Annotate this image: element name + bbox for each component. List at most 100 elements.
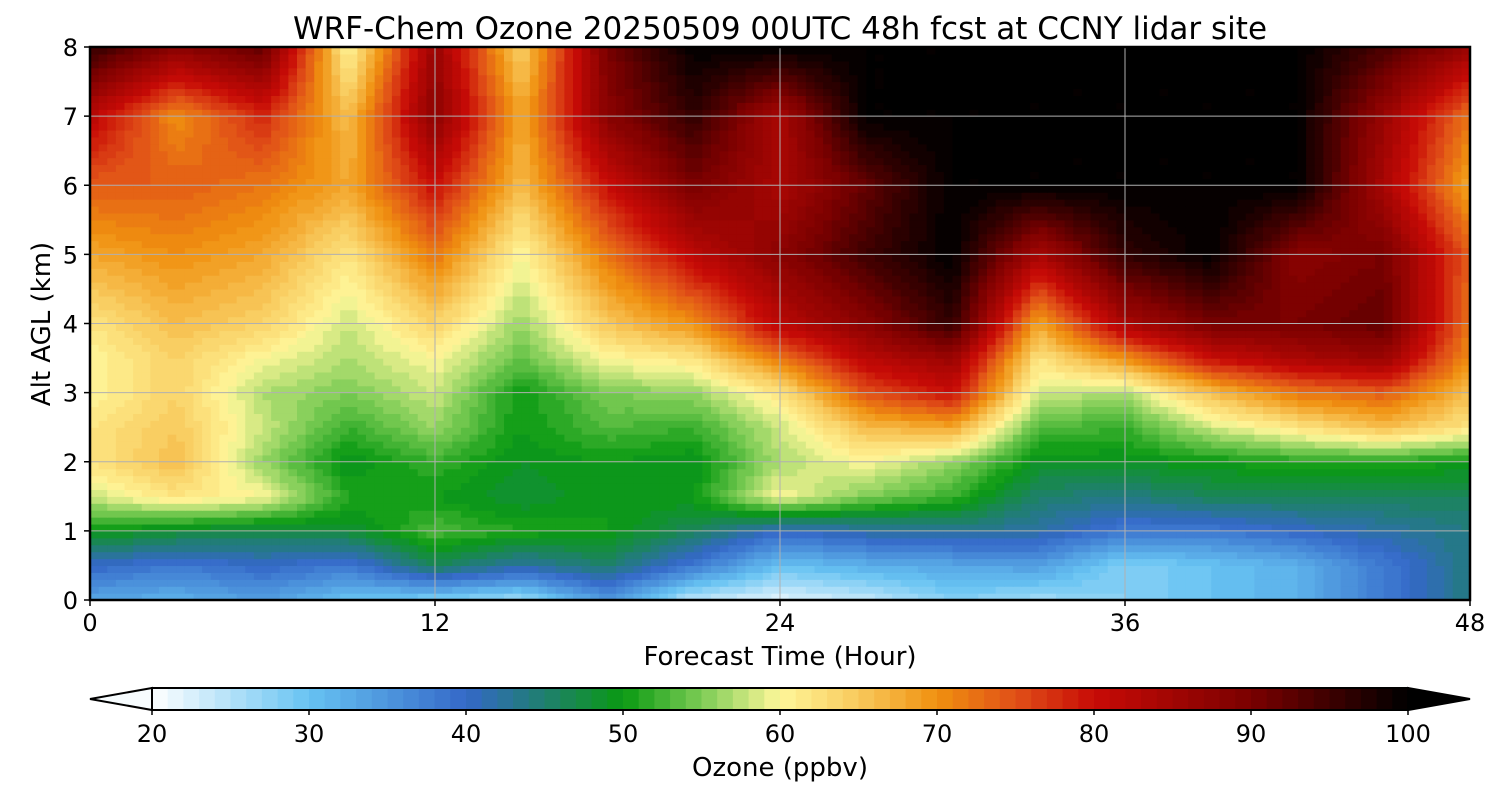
ozone-cell: [1047, 441, 1057, 449]
ozone-cell: [228, 489, 238, 497]
ozone-cell: [486, 579, 496, 587]
ozone-cell: [1254, 406, 1264, 414]
ozone-cell: [1081, 537, 1092, 546]
ozone-cell: [590, 392, 600, 401]
ozone-cell: [1099, 517, 1109, 525]
ozone-cell: [866, 468, 876, 477]
ozone-cell: [1366, 441, 1376, 449]
ozone-cell: [771, 441, 781, 449]
ozone-cell: [124, 406, 134, 414]
ozone-cell: [1038, 551, 1048, 560]
ozone-cell: [1271, 399, 1281, 408]
ozone-cell: [1012, 385, 1023, 394]
ozone-cell: [262, 392, 272, 401]
ozone-cell: [262, 434, 272, 442]
ozone-cell: [995, 489, 1005, 497]
ozone-cell: [1435, 503, 1445, 511]
ozone-cell: [1176, 572, 1186, 580]
ozone-cell: [659, 579, 669, 587]
ozone-cell: [159, 441, 169, 449]
ozone-cell: [745, 385, 755, 394]
ozone-cell: [685, 537, 695, 546]
ozone-cell: [728, 447, 738, 456]
ozone-cell: [1073, 558, 1083, 567]
ozone-cell: [167, 586, 177, 594]
ozone-cell: [504, 475, 514, 484]
ozone-cell: [581, 537, 591, 546]
ozone-cell: [952, 399, 962, 408]
ozone-cell: [728, 517, 738, 525]
ozone-cell: [711, 530, 721, 539]
ozone-cell: [926, 593, 936, 601]
ozone-cell: [1418, 544, 1428, 553]
ozone-cell: [538, 503, 548, 511]
ozone-cell: [400, 461, 410, 470]
ozone-cell: [115, 558, 126, 567]
ozone-cell: [754, 399, 764, 408]
ozone-cell: [271, 565, 281, 573]
ozone-cell: [1280, 454, 1290, 463]
ozone-cell: [288, 399, 298, 408]
ozone-cell: [1254, 503, 1264, 511]
ozone-cell: [357, 496, 367, 504]
ozone-cell: [780, 454, 790, 463]
ozone-cell: [1409, 392, 1419, 401]
ozone-cell: [391, 517, 402, 525]
ozone-cell: [1288, 523, 1299, 532]
ozone-cell: [193, 378, 203, 387]
ozone-cell: [1159, 385, 1169, 394]
ozone-cell: [805, 399, 816, 408]
ozone-cell: [141, 586, 151, 594]
ozone-cell: [780, 530, 790, 539]
ozone-cell: [1012, 434, 1023, 442]
ozone-cell: [391, 496, 402, 504]
ozone-cell: [495, 392, 505, 401]
ozone-cell: [874, 399, 885, 408]
ozone-cell: [823, 586, 833, 594]
ozone-cell: [417, 523, 427, 532]
ozone-cell: [417, 503, 427, 511]
ozone-cell: [1159, 558, 1169, 567]
ozone-cell: [693, 461, 703, 470]
ozone-cell: [573, 482, 583, 490]
ozone-cell: [374, 441, 384, 449]
ozone-cell: [1461, 454, 1471, 463]
ozone-cell: [150, 420, 160, 428]
ozone-cell: [849, 454, 859, 463]
ozone-cell: [98, 385, 108, 394]
ozone-cell: [1306, 434, 1316, 442]
ozone-cell: [504, 496, 514, 504]
ozone-cell: [892, 586, 902, 594]
ozone-cell: [987, 586, 997, 594]
ozone-cell: [1452, 593, 1462, 601]
ozone-cell: [452, 468, 462, 477]
ozone-cell: [167, 378, 177, 387]
ozone-cell: [521, 399, 531, 408]
ozone-cell: [1452, 558, 1462, 567]
ozone-cell: [874, 565, 885, 573]
ozone-cell: [866, 523, 876, 532]
ozone-cell: [564, 517, 574, 525]
ozone-cell: [538, 475, 548, 484]
ozone-cell: [1159, 510, 1169, 518]
ozone-cell: [1375, 565, 1385, 573]
ozone-cell: [1340, 579, 1350, 587]
ozone-cell: [1081, 489, 1092, 497]
ozone-cell: [831, 586, 841, 594]
ozone-cell: [1211, 475, 1221, 484]
ozone-cell: [780, 517, 790, 525]
ozone-cell: [374, 593, 384, 601]
ozone-cell: [788, 558, 798, 567]
ozone-cell: [512, 475, 522, 484]
ozone-cell: [650, 420, 660, 428]
ozone-cell: [107, 572, 117, 580]
ozone-cell: [124, 523, 134, 532]
ozone-cell: [607, 503, 617, 511]
ozone-cell: [340, 565, 350, 573]
ozone-cell: [943, 434, 954, 442]
ozone-cell: [90, 427, 100, 435]
ozone-cell: [1012, 565, 1023, 573]
ozone-cell: [1288, 385, 1299, 394]
ozone-cell: [409, 447, 419, 456]
ozone-cell: [1004, 447, 1014, 456]
